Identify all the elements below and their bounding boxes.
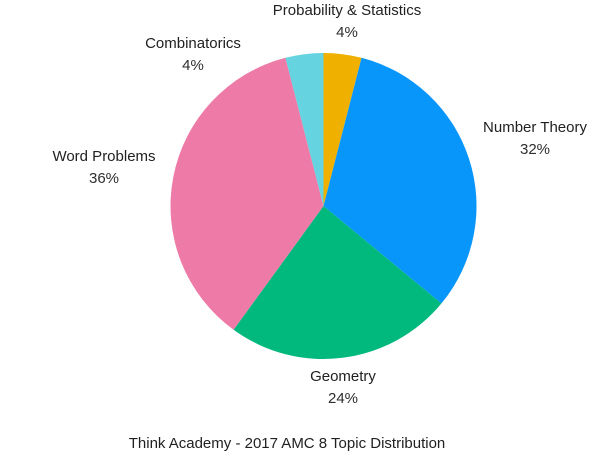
slice-percent-text: 32%: [519, 141, 551, 158]
slice-label-text: Combinatorics: [145, 35, 241, 52]
pie-slice-combinatorics[interactable]: [285, 53, 324, 206]
slice-label-text: Probability & Statistics: [272, 2, 422, 19]
pie-slice-probability-statistics[interactable]: [323, 53, 362, 206]
slice-percent-text: 36%: [88, 170, 120, 187]
pie-slice-word-problems[interactable]: [170, 57, 324, 330]
slice-label-word-problems: Word Problems 36%: [52, 146, 155, 190]
slice-percent-text: 24%: [327, 390, 359, 407]
slice-label-text: Number Theory: [483, 119, 587, 136]
pie-slice-geometry[interactable]: [233, 206, 442, 360]
slice-label-text: Word Problems: [52, 148, 156, 165]
slice-label-geometry: Geometry 24%: [310, 366, 376, 410]
pie-slice-number-theory[interactable]: [323, 57, 477, 304]
slice-label-number-theory: Number Theory 32%: [483, 117, 587, 161]
slice-percent-text: 4%: [336, 24, 358, 41]
chart-title: Think Academy - 2017 AMC 8 Topic Distrib…: [128, 435, 446, 452]
slice-percent-text: 4%: [182, 57, 204, 74]
slice-label-combinatorics: Combinatorics 4%: [145, 33, 241, 77]
slice-label-probability-statistics: Probability & Statistics 4%: [273, 0, 421, 44]
slice-label-text: Geometry: [310, 368, 376, 385]
